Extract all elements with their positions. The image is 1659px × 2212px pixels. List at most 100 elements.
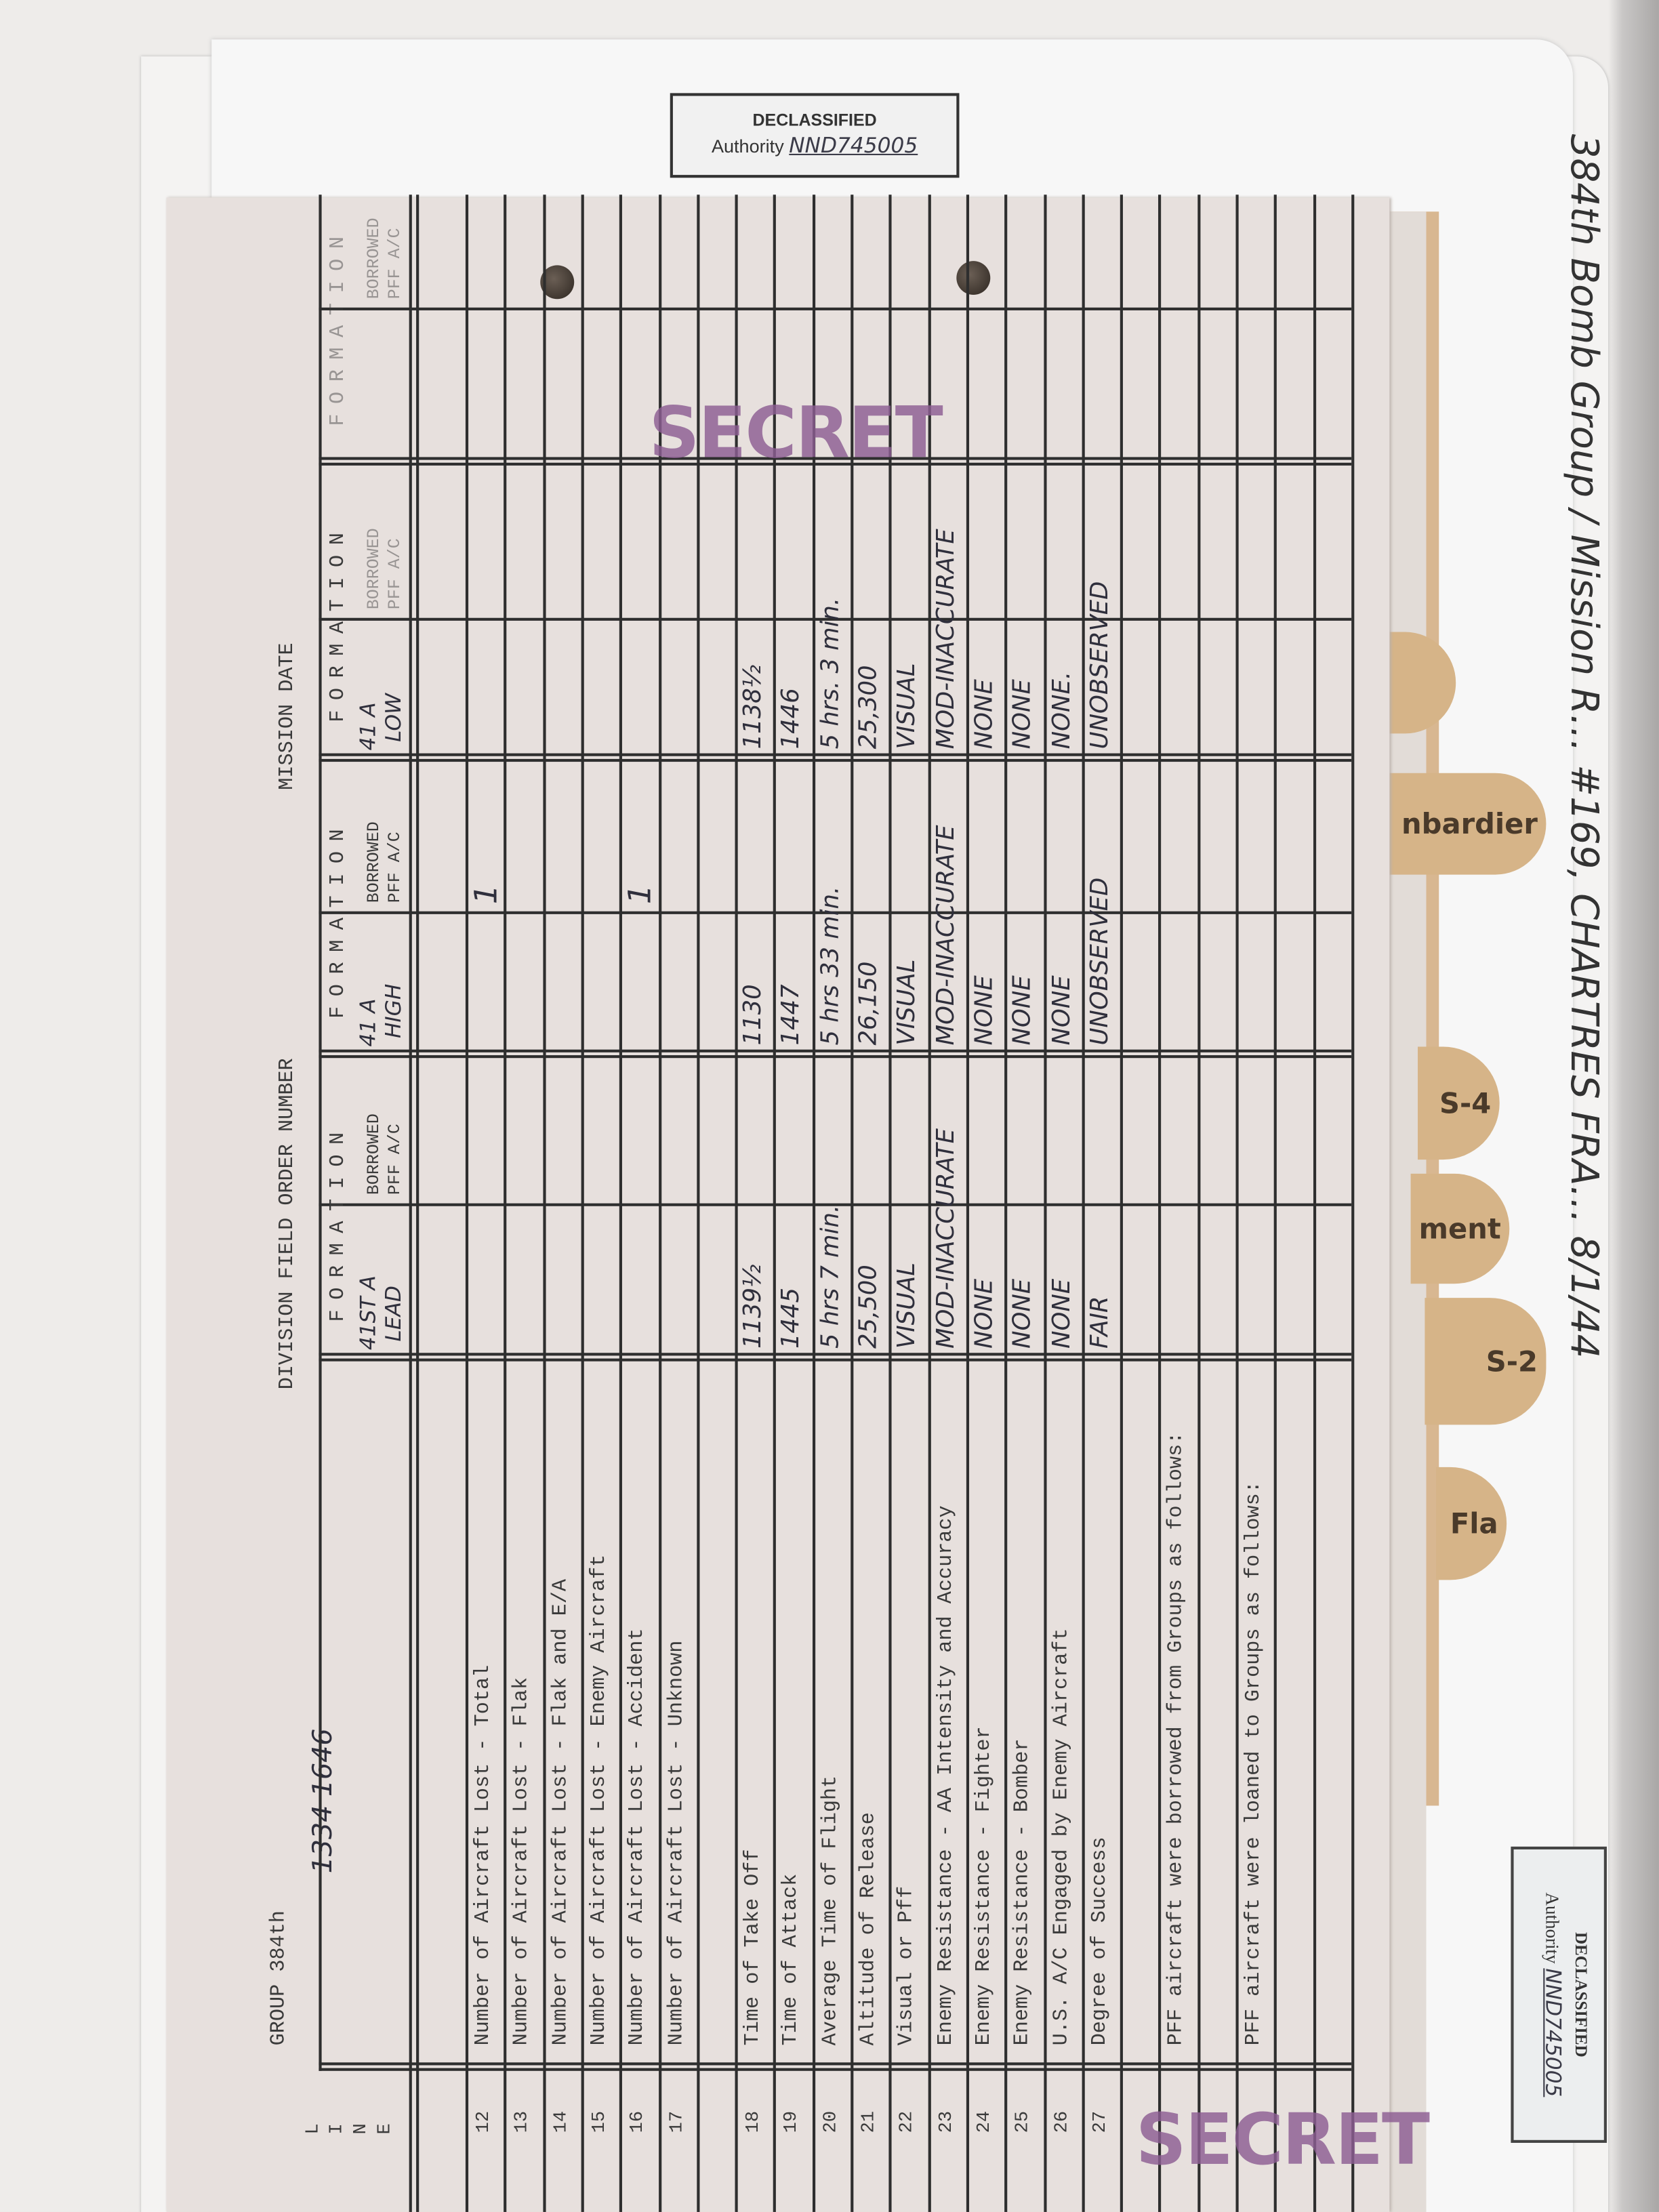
row-line <box>1351 194 1355 2212</box>
header-top-line <box>319 194 322 2071</box>
cell-high: VISUAL <box>893 959 922 1046</box>
group-label: GROUP 384th <box>268 1910 291 2046</box>
row-number: 22 <box>896 2110 918 2133</box>
handwritten-note: 1334 1646 <box>307 1728 339 1874</box>
row-number: 15 <box>588 2110 610 2133</box>
cell-low: 1446 <box>777 688 806 750</box>
borrowed-pff-header: BORROWED <box>364 821 384 903</box>
mission-report-sheet <box>166 197 1390 2212</box>
borrowed-pff-header: BORROWED <box>364 528 384 610</box>
row-label: U.S. A/C Engaged by Enemy Aircraft <box>1050 1628 1073 2046</box>
declassified-stamp-side: DECLASSIFIED Authority NND745005 <box>1511 1846 1607 2143</box>
cell-lead: 5 hrs 7 min. <box>816 1204 845 1349</box>
cell-high: MOD-INACCURATE <box>932 825 960 1046</box>
row-label: Time of Take Off <box>742 1849 765 2046</box>
row-label: Number of Aircraft Lost - Total <box>472 1664 495 2046</box>
cell-low: NONE <box>1008 679 1038 750</box>
pff-borrowed-note: PFF aircraft were borrowed from Groups a… <box>1166 1431 1189 2046</box>
column-line <box>319 2062 1351 2066</box>
formation-name: 41 A <box>355 998 382 1047</box>
row-label: Degree of Success <box>1088 1837 1111 2046</box>
formation-name: 41ST A <box>355 1275 382 1351</box>
row-label: Number of Aircraft Lost - Enemy Aircraft <box>588 1554 611 2046</box>
borrowed-pff-header: PFF A/C <box>385 228 405 300</box>
formation-header: FORMATION <box>327 819 350 1019</box>
cell-lead: 25,500 <box>855 1265 884 1349</box>
borrowed-pff-header: PFF A/C <box>385 832 405 903</box>
formation-header: FORMATION <box>327 1122 350 1322</box>
row-number: 12 <box>472 2110 494 2133</box>
cell-lead: NONE <box>1008 1278 1038 1349</box>
row-number: 23 <box>935 2110 956 2133</box>
row-number: 17 <box>665 2110 687 2133</box>
row-label: Enemy Resistance - AA Intensity and Accu… <box>935 1505 958 2046</box>
formation-position: LOW <box>381 693 407 742</box>
column-line <box>319 1353 1351 1356</box>
secret-stamp-bottom: SECRET <box>1135 2099 1430 2182</box>
cell-low: 5 hrs. 3 min. <box>816 597 845 750</box>
cell-lead: NONE <box>970 1278 999 1349</box>
column-line <box>319 307 1351 310</box>
column-line <box>319 758 1351 762</box>
row-number: 19 <box>780 2110 802 2133</box>
cell-high: UNOBSERVED <box>1086 877 1115 1046</box>
row-number: 21 <box>857 2110 879 2133</box>
cell-low: VISUAL <box>893 663 922 750</box>
formation-position: LEAD <box>381 1286 407 1342</box>
punch-hole <box>956 261 991 295</box>
cell-lead: NONE <box>1047 1278 1076 1349</box>
row-number: 20 <box>819 2110 840 2133</box>
cell-low: MOD-INACCURATE <box>932 529 960 750</box>
column-line <box>319 753 1351 756</box>
stamp-title: DECLASSIFIED <box>1571 1932 1592 2057</box>
cell-lead: MOD-INACCURATE <box>932 1128 960 1349</box>
divider-tab-bombardier[interactable]: nbardier <box>1379 773 1547 875</box>
row-number: 25 <box>1011 2110 1033 2133</box>
row-label: Average Time of Flight <box>819 1775 842 2046</box>
mission-date-label: MISSION DATE <box>276 642 300 790</box>
stamp-title: DECLASSIFIED <box>752 110 877 130</box>
formation-name: 41 A <box>355 702 382 751</box>
row-number: 14 <box>549 2110 571 2133</box>
division-field-order-label: DIVISION FIELD ORDER NUMBER <box>276 1058 300 1390</box>
cell-high: 5 hrs 33 min. <box>816 886 845 1046</box>
cell-low: 25,300 <box>855 665 884 750</box>
formation-position: HIGH <box>381 983 407 1039</box>
row-number: 16 <box>626 2110 648 2133</box>
column-line <box>319 2068 1351 2071</box>
row-label: Visual or Pff <box>896 1885 919 2046</box>
row-number: 24 <box>973 2110 995 2133</box>
column-line <box>319 1358 1351 1361</box>
column-line <box>319 1049 1351 1052</box>
row-label: Altitude of Release <box>857 1812 880 2046</box>
borrowed-pff-header: PFF A/C <box>385 538 405 610</box>
cell-high: 1 <box>623 884 659 905</box>
row-label: Time of Attack <box>780 1873 804 2046</box>
row-label: Enemy Resistance - Bomber <box>1011 1738 1035 2046</box>
folder-handwritten-label: 384th Bomb Group / Mission R… #169, CHAR… <box>1561 134 1605 1359</box>
stamp-authority-label: Authority <box>1542 1892 1563 1964</box>
tab-label: ment <box>1418 1212 1501 1246</box>
punch-hole <box>540 265 575 300</box>
cell-high: NONE <box>970 975 999 1046</box>
line-header-letter: N <box>350 2123 371 2135</box>
cell-lead: FAIR <box>1086 1296 1115 1349</box>
borrowed-pff-header: BORROWED <box>364 1113 384 1195</box>
divider-tab-s2[interactable]: S-2 <box>1425 1298 1547 1425</box>
row-number: 27 <box>1088 2110 1110 2133</box>
cell-low: UNOBSERVED <box>1086 581 1115 750</box>
secret-stamp-top: SECRET <box>649 392 943 474</box>
divider-tab-armament[interactable]: ment <box>1410 1173 1510 1284</box>
declassified-stamp-top: DECLASSIFIED Authority NND745005 <box>670 93 960 178</box>
tab-label: nbardier <box>1401 806 1538 841</box>
row-label: Number of Aircraft Lost - Unknown <box>665 1640 688 2046</box>
cell-lead: 1139½ <box>739 1264 768 1349</box>
row-number: 26 <box>1050 2110 1071 2133</box>
pff-loaned-note: PFF aircraft were loaned to Groups as fo… <box>1242 1481 1266 2046</box>
row-number: 13 <box>511 2110 533 2133</box>
cell-high: 1 <box>470 884 506 905</box>
tab-label: S-4 <box>1439 1086 1492 1120</box>
stamp-authority-value: NND745005 <box>789 132 918 159</box>
cell-lead: VISUAL <box>893 1263 922 1349</box>
